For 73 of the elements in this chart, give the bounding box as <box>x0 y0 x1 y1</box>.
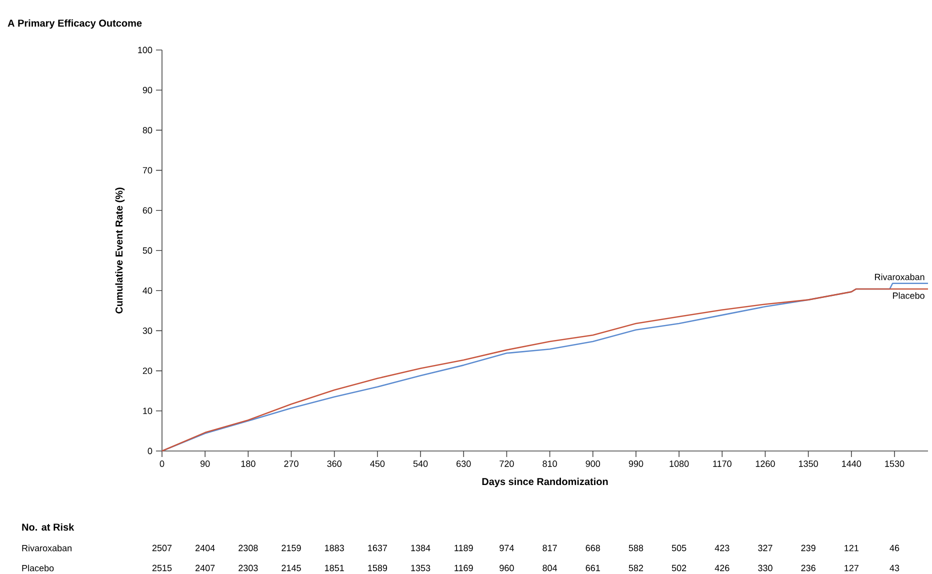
text: 2407 <box>196 564 215 572</box>
text: Placebo <box>22 564 54 572</box>
text: 2507 <box>152 544 172 552</box>
text: 127 <box>844 564 858 572</box>
text: 426 <box>714 564 730 572</box>
text: 668 <box>586 544 600 552</box>
x-tick-label: 180 <box>241 460 256 467</box>
text: 2145 <box>282 564 301 572</box>
text: 1637 <box>368 544 387 552</box>
x-tick-label: 1350 <box>798 460 818 467</box>
y-tick-label: 70 <box>142 167 152 174</box>
y-tick-label: 10 <box>143 408 152 414</box>
text: 1384 <box>411 544 430 552</box>
text: 1169 <box>454 564 473 572</box>
text: 2303 <box>238 564 258 572</box>
x-tick-label: 450 <box>370 460 385 467</box>
x-tick-label: 1530 <box>885 460 904 467</box>
y-tick-label: 90 <box>142 86 152 94</box>
x-tick-label: 810 <box>542 460 557 467</box>
text: 582 <box>628 564 644 572</box>
text: No. at Risk <box>22 523 74 531</box>
x-tick-label: 900 <box>586 460 600 467</box>
x-tick-label: 990 <box>628 460 644 467</box>
text: 239 <box>801 544 816 552</box>
y-tick-label: 40 <box>142 287 152 294</box>
text: 2404 <box>196 544 215 552</box>
text: A Primary Efficacy Outcome <box>8 19 142 29</box>
text: 330 <box>758 564 772 572</box>
x-tick-label: 630 <box>456 460 471 467</box>
x-tick-label: 360 <box>327 460 342 467</box>
x-axis-title: Days since Randomization <box>482 478 608 488</box>
text: 1189 <box>454 544 473 552</box>
text: 46 <box>890 544 900 552</box>
text: 960 <box>500 564 514 572</box>
text: 1883 <box>325 544 344 552</box>
text: 505 <box>672 544 686 552</box>
text: 804 <box>542 564 558 572</box>
y-tick-label: 100 <box>138 46 152 54</box>
text: 236 <box>801 564 816 572</box>
text: 588 <box>628 544 644 552</box>
text: Rivaroxaban <box>22 544 72 552</box>
text: 502 <box>672 564 686 572</box>
x-tick-label: 1260 <box>756 460 775 467</box>
y-tick-label: 60 <box>142 207 152 214</box>
text: 2308 <box>238 544 258 552</box>
y-tick-label: 20 <box>142 368 152 374</box>
x-tick-label: 1170 <box>713 460 732 467</box>
x-tick-label: 1080 <box>670 460 689 467</box>
text: 1353 <box>411 564 430 572</box>
y-tick-label: 30 <box>142 328 152 334</box>
text: 1589 <box>368 564 388 572</box>
series-label: Rivaroxaban <box>875 274 924 280</box>
x-tick-label: 720 <box>500 460 514 467</box>
x-tick-label: 270 <box>284 460 298 467</box>
text: 661 <box>586 564 600 572</box>
text: 817 <box>542 544 557 552</box>
text: 2515 <box>152 564 172 572</box>
text: 43 <box>890 564 900 572</box>
series-label: Placebo <box>893 292 924 299</box>
y-axis-title: Cumulative Event Rate (%) <box>115 188 125 314</box>
text: 327 <box>758 544 772 552</box>
text: 974 <box>500 544 514 552</box>
text: 2159 <box>282 544 301 552</box>
text: 1851 <box>325 564 344 572</box>
y-tick-label: 0 <box>148 448 152 454</box>
y-tick-label: 50 <box>142 247 152 254</box>
x-tick-label: 1440 <box>842 460 862 467</box>
y-tick-label: 80 <box>142 127 152 134</box>
text: 121 <box>844 544 858 552</box>
x-tick-label: 90 <box>200 460 210 467</box>
text: 423 <box>714 544 730 552</box>
x-tick-label: 0 <box>160 460 164 467</box>
x-tick-label: 540 <box>413 460 428 467</box>
